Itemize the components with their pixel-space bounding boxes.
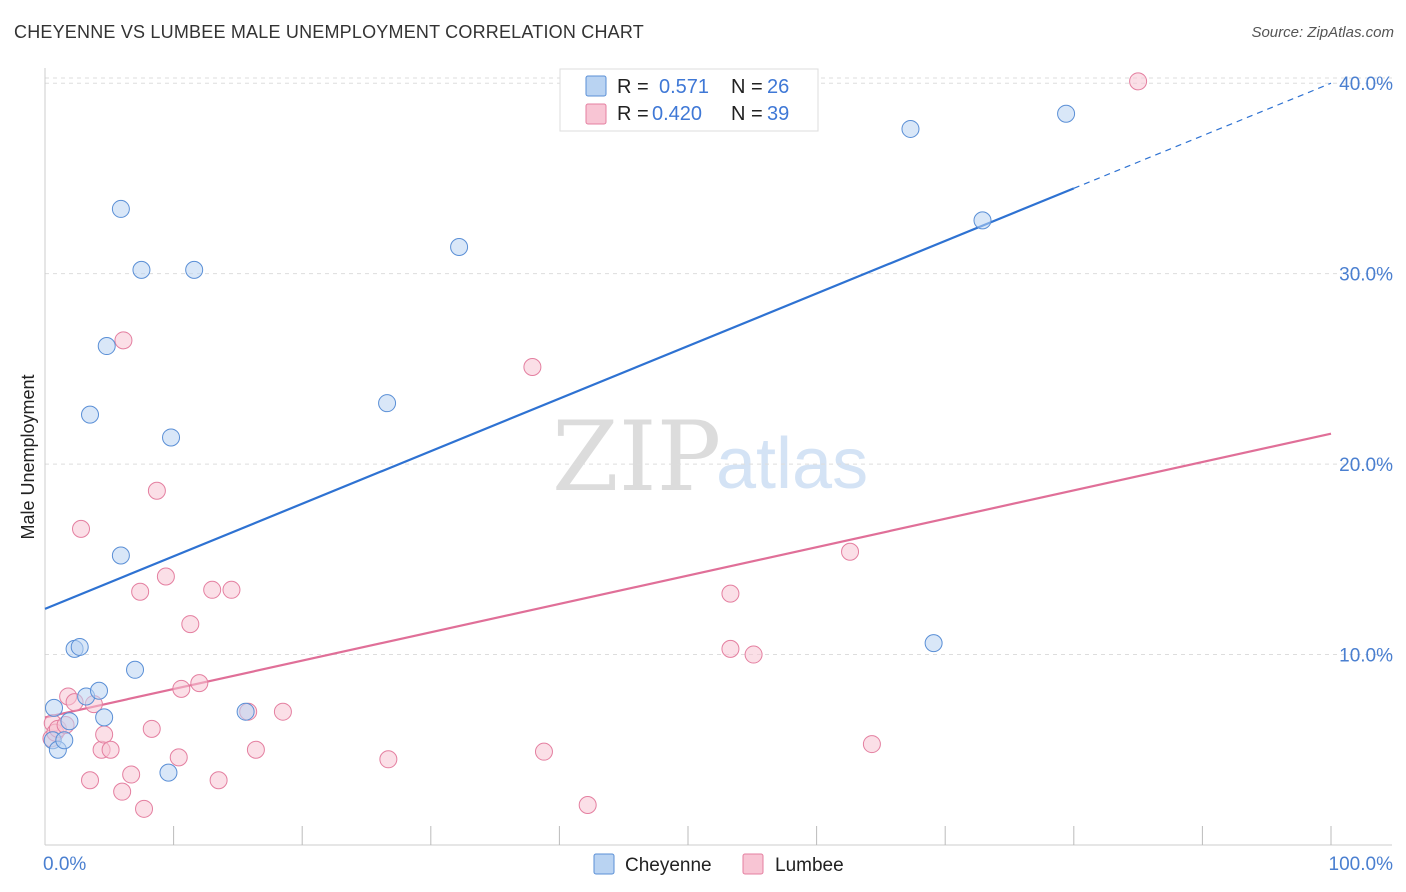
y-tick-label: 10.0% [1339, 646, 1393, 667]
lumbee-point [81, 771, 100, 790]
y-tick-labels: 10.0% 20.0% 30.0% 40.0% [1339, 74, 1393, 666]
cheyenne-point [90, 681, 109, 700]
cheyenne-points [43, 104, 1076, 782]
bottom-legend-swatch-lumbee [742, 853, 764, 875]
lumbee-point [721, 639, 740, 658]
cheyenne-point [973, 211, 992, 230]
cheyenne-point [70, 637, 89, 656]
legend-swatch-cheyenne [585, 75, 607, 97]
y-tick-label: 30.0% [1339, 265, 1393, 286]
lumbee-point [95, 725, 114, 744]
legend-n-value-cheyenne: 26 [767, 76, 789, 98]
cheyenne-trend-line [44, 187, 1075, 610]
cheyenne-point [159, 763, 178, 782]
legend-swatch-lumbee [585, 103, 607, 125]
cheyenne-trend-extension [1073, 82, 1332, 189]
trend-lines [44, 82, 1332, 719]
bottom-legend-swatch-cheyenne [593, 853, 615, 875]
source-label: Source: ZipAtlas.com [1251, 24, 1394, 41]
lumbee-point [523, 357, 542, 376]
lumbee-point [190, 674, 209, 693]
y-tick-label: 20.0% [1339, 455, 1393, 476]
legend-r-label-lumbee: R = [617, 103, 649, 125]
lumbee-point [1129, 72, 1148, 91]
cheyenne-point [901, 119, 920, 138]
lumbee-point [209, 771, 228, 790]
cheyenne-point [132, 260, 151, 279]
lumbee-point [203, 580, 222, 599]
y-tick-label: 40.0% [1339, 74, 1393, 95]
lumbee-point [156, 567, 175, 586]
cheyenne-point [450, 238, 469, 257]
cheyenne-point [1057, 104, 1076, 123]
cheyenne-point [378, 394, 397, 413]
watermark: ZIP atlas [552, 401, 868, 513]
cheyenne-point [55, 731, 74, 750]
lumbee-trend-line [44, 432, 1332, 719]
lumbee-point [744, 645, 763, 664]
legend-r-value-lumbee: 0.420 [652, 103, 702, 125]
x-tick-label: 100.0% [1329, 854, 1394, 875]
lumbee-point [113, 782, 132, 801]
cheyenne-point [95, 708, 114, 727]
lumbee-point [273, 702, 292, 721]
legend-r-label-cheyenne: R = [617, 76, 649, 98]
lumbee-point [534, 742, 553, 761]
series-legend: Cheyenne Lumbee [593, 853, 844, 876]
cheyenne-point [236, 702, 255, 721]
lumbee-point [147, 481, 166, 500]
watermark-zip: ZIP [552, 401, 721, 513]
cheyenne-point [111, 199, 130, 218]
cheyenne-point [185, 260, 204, 279]
lumbee-point [101, 740, 120, 759]
lumbee-point [114, 331, 133, 350]
x-tick-label: 0.0% [43, 854, 86, 875]
legend-r-value-cheyenne: 0.571 [659, 76, 709, 98]
lumbee-point [135, 799, 154, 818]
bottom-legend-label-lumbee: Lumbee [775, 855, 844, 876]
cheyenne-point [162, 428, 181, 447]
lumbee-point [246, 740, 265, 759]
lumbee-point [169, 748, 188, 767]
correlation-legend: R = 0.571 N = 26 R = 0.420 N = 39 [559, 68, 819, 132]
lumbee-point [172, 679, 191, 698]
cheyenne-point [111, 546, 130, 565]
cheyenne-point [97, 337, 116, 356]
lumbee-point [181, 615, 200, 634]
lumbee-point [841, 542, 860, 561]
chart-title: CHEYENNE VS LUMBEE MALE UNEMPLOYMENT COR… [14, 22, 644, 42]
cheyenne-point [60, 712, 79, 731]
legend-n-label-lumbee: N = [731, 103, 763, 125]
x-ticks [173, 826, 1332, 845]
lumbee-point [72, 519, 91, 538]
lumbee-point [862, 735, 881, 754]
cheyenne-point [81, 405, 100, 424]
legend-n-value-lumbee: 39 [767, 103, 789, 125]
x-tick-labels: 0.0% 100.0% [43, 854, 1393, 875]
lumbee-point [142, 719, 161, 738]
lumbee-point [578, 796, 597, 815]
cheyenne-point [45, 698, 64, 717]
axes [44, 68, 1392, 846]
lumbee-point [122, 765, 141, 784]
lumbee-point [721, 584, 740, 603]
legend-n-label-cheyenne: N = [731, 76, 763, 98]
cheyenne-point [924, 634, 943, 653]
bottom-legend-label-cheyenne: Cheyenne [625, 855, 712, 876]
y-axis-title: Male Unemployment [18, 374, 38, 539]
cheyenne-point [126, 660, 145, 679]
lumbee-point [222, 580, 241, 599]
lumbee-point [131, 582, 150, 601]
lumbee-point [379, 750, 398, 769]
